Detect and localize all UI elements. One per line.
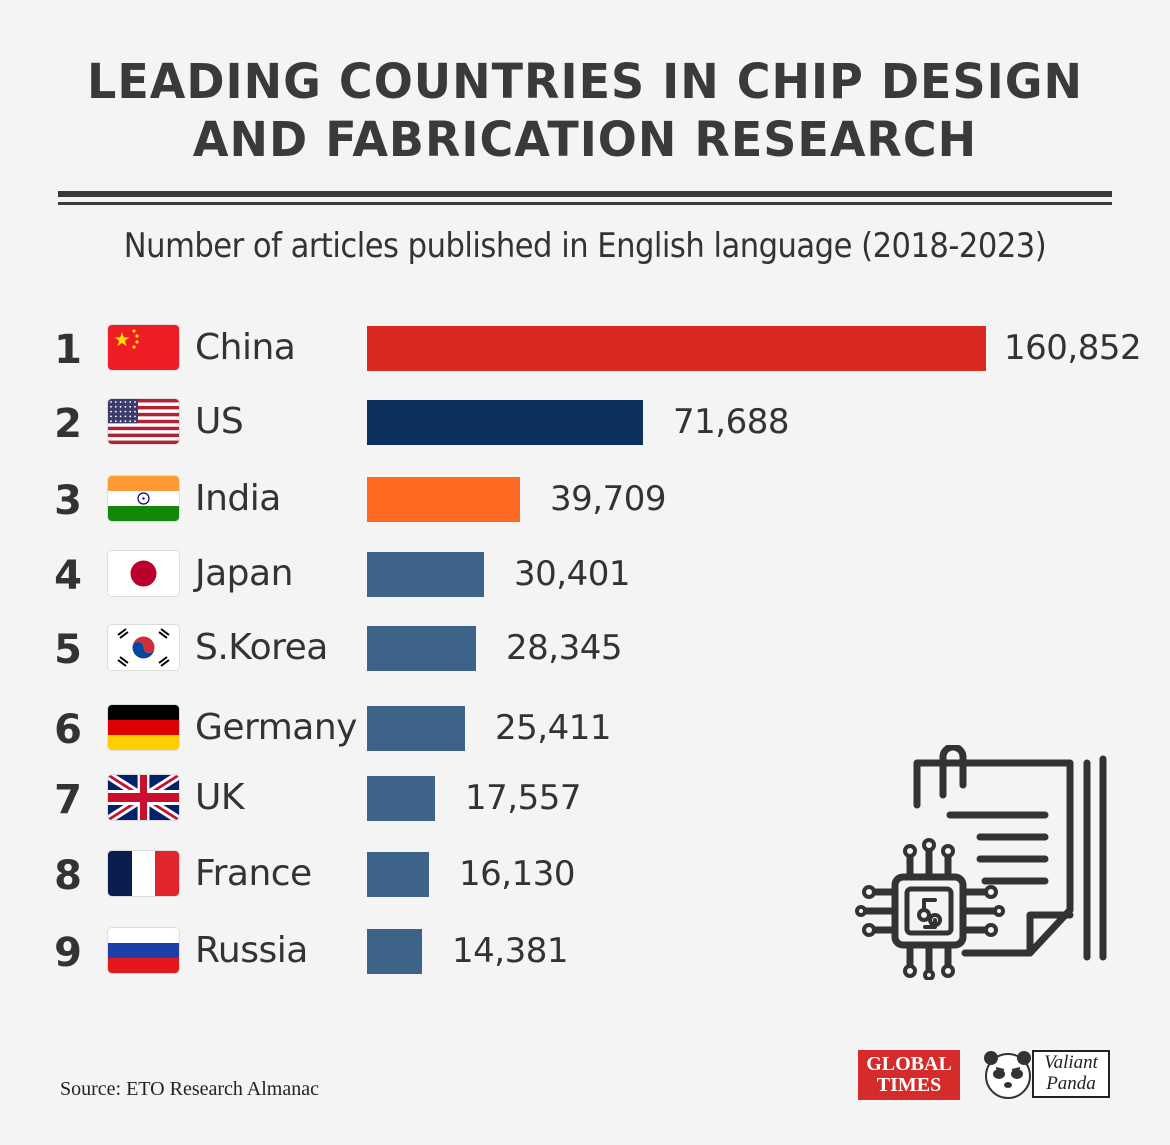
bar-row-uk: 7 UK 17,557: [0, 773, 1170, 823]
category-label: China: [195, 327, 296, 368]
south-korea-flag-icon: [108, 625, 179, 670]
value-label: 160,852: [1004, 328, 1142, 368]
china-flag-icon: [108, 325, 179, 370]
rank-label: 7: [54, 777, 82, 823]
bar-japan: [367, 552, 484, 597]
value-label: 14,381: [452, 931, 568, 971]
value-label: 71,688: [673, 402, 789, 442]
japan-flag-icon: [108, 551, 179, 596]
bar-row-russia: 9 Russia 14,381: [0, 926, 1170, 976]
value-label: 25,411: [495, 708, 611, 748]
chart-subtitle: Number of articles published in English …: [123, 226, 1047, 266]
bar-china: [367, 326, 986, 371]
uk-flag-icon: [108, 775, 179, 820]
bar-row-japan: 4 Japan 30,401: [0, 549, 1170, 599]
chart-title-line2: AND FABRICATION RESEARCH: [192, 110, 978, 168]
global-times-logo-line2: TIMES: [876, 1074, 942, 1096]
bar-s-korea: [367, 626, 476, 671]
title-divider-thin: [58, 202, 1112, 205]
chip-document-icon: [855, 745, 1107, 980]
bar-germany: [367, 706, 465, 751]
category-label: UK: [195, 777, 244, 818]
panda-icon: [984, 1051, 1031, 1099]
global-times-logo: GLOBAL TIMES: [858, 1050, 960, 1100]
value-label: 16,130: [459, 854, 575, 894]
title-divider-thick: [58, 191, 1112, 197]
category-label: Germany: [195, 707, 357, 748]
bar-row-germany: 6 Germany 25,411: [0, 703, 1170, 753]
rank-label: 8: [54, 853, 82, 899]
rank-label: 4: [54, 553, 82, 599]
bar-france: [367, 852, 429, 897]
category-label: Japan: [195, 553, 293, 594]
rank-label: 9: [54, 930, 82, 976]
category-label: US: [195, 401, 244, 442]
value-label: 28,345: [506, 628, 622, 668]
bar-row-france: 8 France 16,130: [0, 849, 1170, 899]
bar-india: [367, 477, 520, 522]
india-flag-icon: [108, 476, 179, 521]
valiant-panda-line1: Valiant: [1044, 1052, 1098, 1073]
valiant-panda-line2: Panda: [1046, 1073, 1096, 1094]
bar-russia: [367, 929, 422, 974]
category-label: Russia: [195, 930, 308, 971]
valiant-panda-wordmark: Valiant Panda: [1032, 1050, 1110, 1098]
global-times-logo-line1: GLOBAL: [866, 1053, 952, 1075]
value-label: 17,557: [465, 778, 581, 818]
category-label: India: [195, 478, 281, 519]
bar-row-india: 3 India 39,709: [0, 474, 1170, 524]
bar-row-us: 2 US 71,688: [0, 397, 1170, 447]
value-label: 39,709: [550, 479, 666, 519]
rank-label: 5: [54, 627, 82, 673]
france-flag-icon: [108, 851, 179, 896]
russia-flag-icon: [108, 928, 179, 973]
value-label: 30,401: [514, 554, 630, 594]
valiant-panda-logo: Valiant Panda: [980, 1048, 1110, 1100]
bar-us: [367, 400, 643, 445]
rank-label: 3: [54, 478, 82, 524]
category-label: S.Korea: [195, 627, 328, 668]
chart-title-line1: LEADING COUNTRIES IN CHIP DESIGN: [87, 52, 1083, 110]
rank-label: 6: [54, 707, 82, 753]
bar-row-s-korea: 5 S.Korea 28,345: [0, 623, 1170, 673]
rank-label: 2: [54, 401, 82, 447]
us-flag-icon: [108, 399, 179, 444]
bar-uk: [367, 776, 435, 821]
source-note: Source: ETO Research Almanac: [60, 1078, 319, 1100]
category-label: France: [195, 853, 312, 894]
germany-flag-icon: [108, 705, 179, 750]
rank-label: 1: [54, 327, 82, 373]
chart-title: LEADING COUNTRIES IN CHIP DESIGN AND FAB…: [0, 52, 1170, 168]
bar-row-china: 1 China 160,852: [0, 323, 1170, 373]
